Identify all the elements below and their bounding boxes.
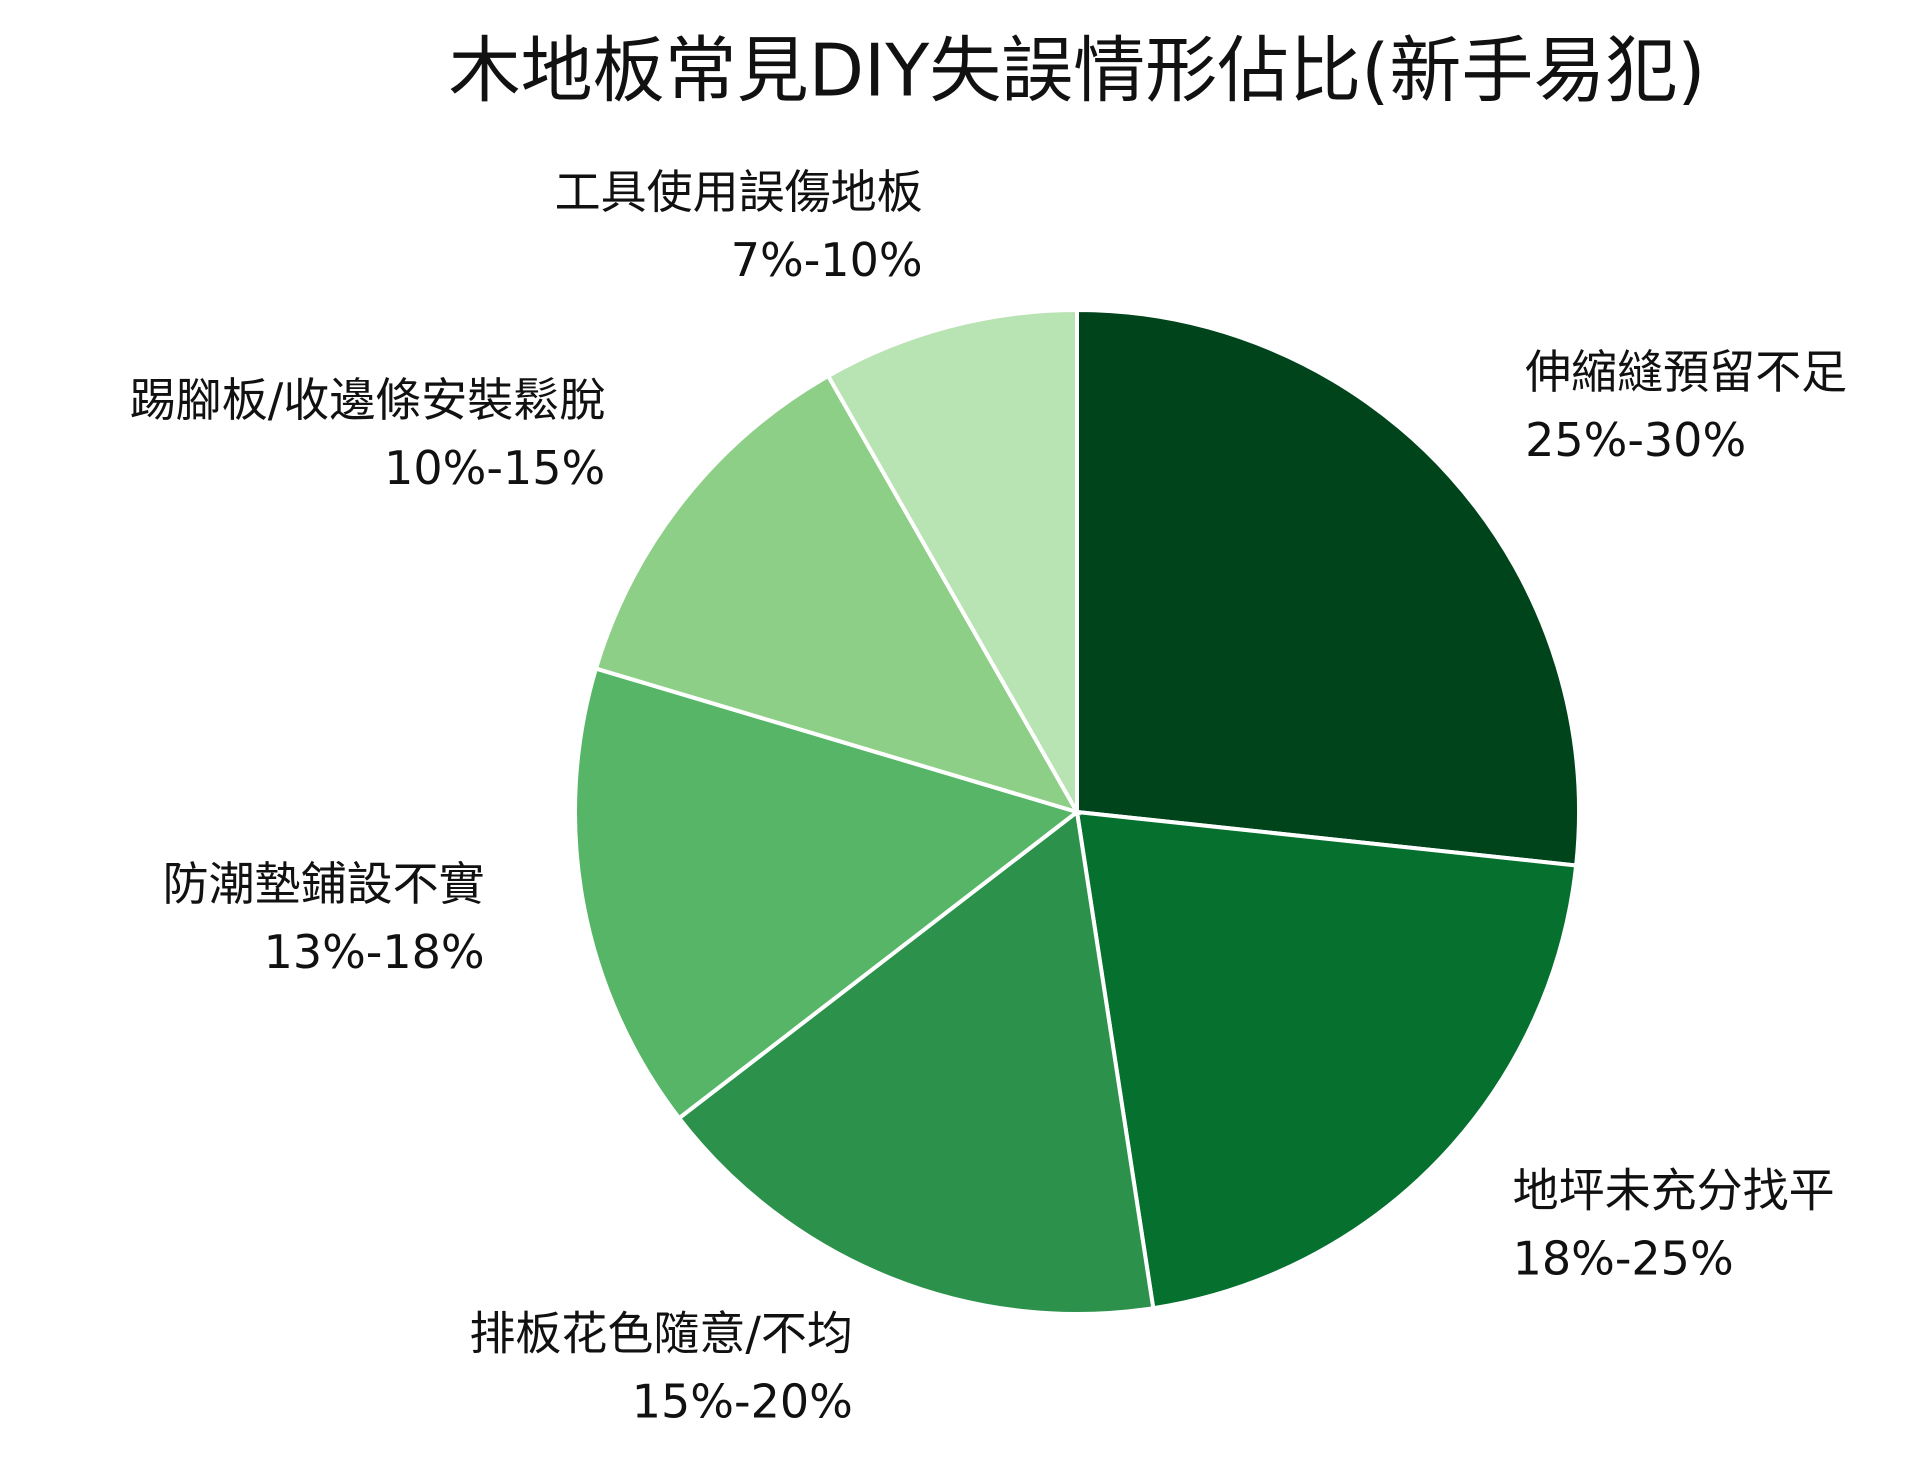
slice-value-label: 13%-18% (264, 925, 485, 979)
slice-value-label: 18%-25% (1513, 1232, 1734, 1286)
slice-label: 伸縮縫預留不足 (1525, 345, 1847, 399)
slice-value-label: 25%-30% (1525, 413, 1746, 467)
slice-value-label: 15%-20% (632, 1375, 853, 1429)
pie-slice (676, 808, 1156, 1316)
slice-value-label: 7%-10% (731, 233, 923, 287)
pie-slice (1074, 809, 1579, 1311)
slice-label: 踢腳板/收邊條安裝鬆脫 (130, 373, 606, 427)
chart-title: 木地板常見DIY失誤情形佔比(新手易犯) (449, 29, 1706, 113)
slice-label: 排板花色隨意/不均 (469, 1307, 853, 1361)
slice-value-label: 10%-15% (384, 441, 605, 495)
slice-label: 工具使用誤傷地板 (555, 165, 923, 219)
pie-slice (593, 373, 1082, 816)
pie-slice (1075, 307, 1581, 868)
slice-label: 防潮墊鋪設不實 (163, 857, 485, 911)
pie-slice (573, 666, 1082, 1121)
pie-slice (825, 307, 1079, 820)
slice-label: 地坪未充分找平 (1513, 1164, 1835, 1218)
